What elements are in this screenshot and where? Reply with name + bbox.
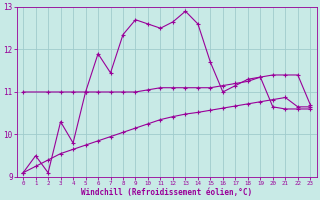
X-axis label: Windchill (Refroidissement éolien,°C): Windchill (Refroidissement éolien,°C) (81, 188, 252, 197)
